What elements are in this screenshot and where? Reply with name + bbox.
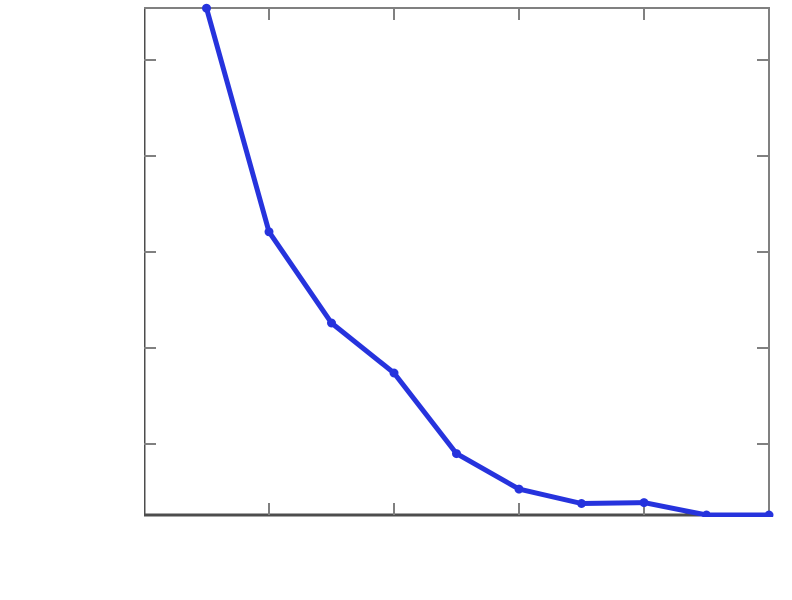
series-markers xyxy=(202,3,774,520)
data-point xyxy=(452,449,461,459)
bottom-margin-mask xyxy=(0,517,792,600)
data-point xyxy=(577,499,586,508)
y-axis-ticks xyxy=(144,59,156,445)
series-line xyxy=(204,5,772,518)
axis-lines-top-right xyxy=(144,7,770,515)
data-point xyxy=(514,484,524,494)
data-point xyxy=(389,368,399,378)
data-point xyxy=(327,318,336,328)
data-point xyxy=(264,227,274,237)
y-axis-ticks-right xyxy=(757,59,769,445)
data-series-eigenvalues xyxy=(202,3,774,520)
x-axis-ticks-top xyxy=(268,8,645,20)
data-point xyxy=(202,3,211,13)
left-margin-mask xyxy=(0,0,144,600)
data-point xyxy=(639,498,649,508)
